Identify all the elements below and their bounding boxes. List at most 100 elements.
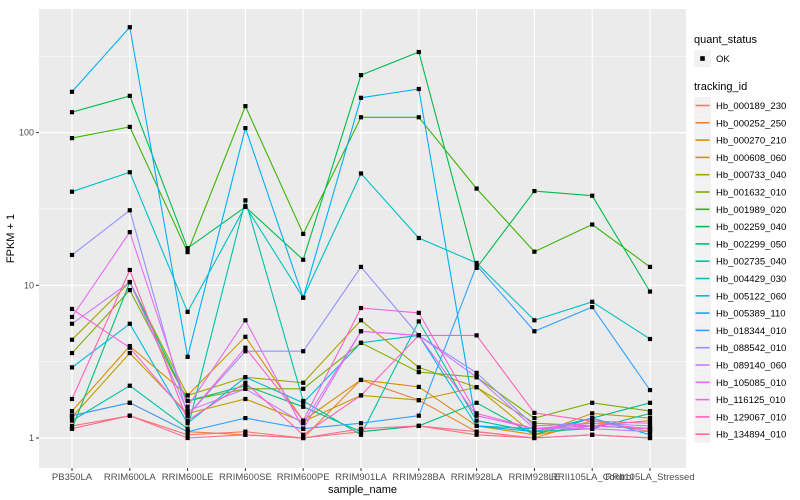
data-point-Hb_000189_230 — [185, 432, 190, 437]
data-point-Hb_000608_060 — [185, 411, 190, 416]
data-point-Hb_005122_060 — [358, 340, 364, 345]
legend-item-label: Hb_002259_040 — [716, 222, 786, 233]
data-point-Hb_129067_010 — [416, 333, 421, 338]
y-tick-label: 10 — [24, 280, 34, 290]
data-point-Hb_089140_060 — [647, 429, 653, 434]
data-point-Hb_000608_060 — [590, 411, 595, 416]
legend-item-label: Hb_018344_010 — [716, 326, 786, 337]
data-point-Hb_116125_010 — [127, 345, 132, 350]
data-point-Hb_005389_110 — [358, 95, 364, 100]
data-point-Hb_004429_030 — [647, 336, 653, 342]
data-point-Hb_000189_230 — [69, 423, 75, 429]
data-point-Hb_002259_040 — [301, 257, 306, 262]
legend-ok-square-icon — [700, 56, 705, 61]
data-point-Hb_134894_010 — [69, 426, 75, 431]
data-point-Hb_002299_050 — [532, 432, 537, 437]
data-point-Hb_001632_010 — [590, 400, 595, 405]
y-tick-label: 1 — [29, 433, 34, 443]
data-point-Hb_129067_010 — [590, 419, 595, 424]
data-point-Hb_002259_040 — [590, 193, 595, 198]
x-axis-title: sample_name — [328, 484, 397, 496]
data-point-Hb_005389_110 — [243, 126, 248, 131]
data-point-Hb_001989_020 — [243, 104, 248, 109]
data-point-Hb_129067_010 — [185, 418, 190, 423]
legend-item-label: Hb_002299_050 — [716, 239, 786, 250]
data-point-Hb_002299_050 — [474, 400, 479, 405]
data-point-Hb_000733_040 — [69, 337, 75, 342]
data-point-Hb_018344_010 — [416, 413, 421, 418]
data-point-Hb_002299_050 — [647, 400, 653, 405]
data-point-Hb_105085_010 — [301, 426, 306, 431]
y-axis-title: FPKM + 1 — [5, 214, 17, 263]
y-tick-label: 100 — [19, 128, 34, 138]
data-point-Hb_002259_040 — [474, 265, 479, 271]
data-point-Hb_001632_010 — [532, 415, 537, 421]
data-point-Hb_000733_040 — [185, 393, 190, 398]
data-point-Hb_005389_110 — [590, 415, 595, 421]
data-point-Hb_002259_040 — [647, 289, 653, 294]
data-point-Hb_002735_040 — [127, 383, 132, 388]
data-point-Hb_116125_010 — [301, 418, 306, 423]
data-point-Hb_001989_020 — [301, 231, 306, 237]
legend-item-label: Hb_004429_030 — [716, 274, 786, 285]
data-point-Hb_129067_010 — [69, 396, 75, 402]
data-point-Hb_116125_010 — [243, 345, 248, 350]
data-point-Hb_000733_040 — [301, 380, 306, 385]
data-point-Hb_089140_060 — [301, 421, 306, 426]
data-point-Hb_105085_010 — [127, 230, 132, 235]
data-point-Hb_000733_040 — [416, 365, 421, 370]
data-point-Hb_134894_010 — [416, 423, 421, 429]
data-point-Hb_116125_010 — [69, 306, 75, 312]
x-tick-label: RRIM901LA — [335, 472, 387, 483]
data-point-Hb_088542_010 — [474, 370, 479, 375]
data-point-Hb_105085_010 — [185, 404, 190, 409]
legend-title-tracking-id: tracking_id — [694, 81, 747, 93]
data-point-Hb_116125_010 — [474, 411, 479, 416]
data-point-Hb_002299_050 — [185, 398, 190, 403]
data-point-Hb_005122_060 — [243, 375, 248, 380]
data-point-Hb_002735_040 — [185, 426, 190, 431]
data-point-Hb_000270_210 — [243, 334, 248, 339]
data-point-Hb_000733_040 — [532, 421, 537, 426]
data-point-Hb_134894_010 — [185, 435, 190, 441]
legend-item-label: Hb_088542_010 — [716, 343, 786, 354]
data-point-Hb_000608_060 — [243, 396, 248, 402]
data-point-Hb_089140_060 — [127, 279, 132, 285]
legend-item-label: Hb_002735_040 — [716, 257, 786, 268]
data-point-Hb_001632_010 — [416, 370, 421, 375]
legend-item-label: Hb_134894_010 — [716, 430, 786, 441]
data-point-Hb_088542_010 — [69, 252, 75, 258]
data-point-Hb_116125_010 — [416, 310, 421, 315]
legend-item-label: Hb_005389_110 — [716, 309, 786, 320]
data-point-Hb_116125_010 — [647, 426, 653, 431]
data-point-Hb_018344_010 — [590, 304, 595, 310]
data-point-Hb_005122_060 — [69, 365, 75, 370]
legend-item-label: Hb_000733_040 — [716, 170, 786, 181]
data-point-Hb_089140_060 — [474, 375, 479, 380]
data-point-Hb_116125_010 — [185, 413, 190, 418]
data-point-Hb_105085_010 — [243, 318, 248, 323]
data-point-Hb_004429_030 — [185, 309, 190, 314]
data-point-Hb_001989_020 — [532, 249, 537, 254]
data-point-Hb_002259_040 — [69, 110, 75, 115]
data-point-Hb_005122_060 — [127, 321, 132, 326]
data-point-Hb_134894_010 — [647, 435, 653, 441]
data-point-Hb_018344_010 — [243, 415, 248, 421]
data-point-Hb_105085_010 — [590, 423, 595, 429]
data-point-Hb_001989_020 — [647, 264, 653, 269]
data-point-Hb_001989_020 — [69, 136, 75, 141]
data-point-Hb_004429_030 — [590, 299, 595, 304]
data-point-Hb_000270_210 — [69, 409, 75, 414]
data-point-Hb_001632_010 — [69, 350, 75, 356]
data-point-Hb_129067_010 — [301, 432, 306, 437]
data-point-Hb_005389_110 — [301, 295, 306, 300]
data-point-Hb_129067_010 — [127, 267, 132, 273]
data-point-Hb_000733_040 — [474, 385, 479, 390]
data-point-Hb_005389_110 — [127, 25, 132, 30]
data-point-Hb_001989_020 — [416, 115, 421, 120]
data-point-Hb_000189_230 — [474, 432, 479, 437]
data-point-Hb_000270_210 — [358, 377, 364, 383]
data-point-Hb_088542_010 — [301, 349, 306, 354]
